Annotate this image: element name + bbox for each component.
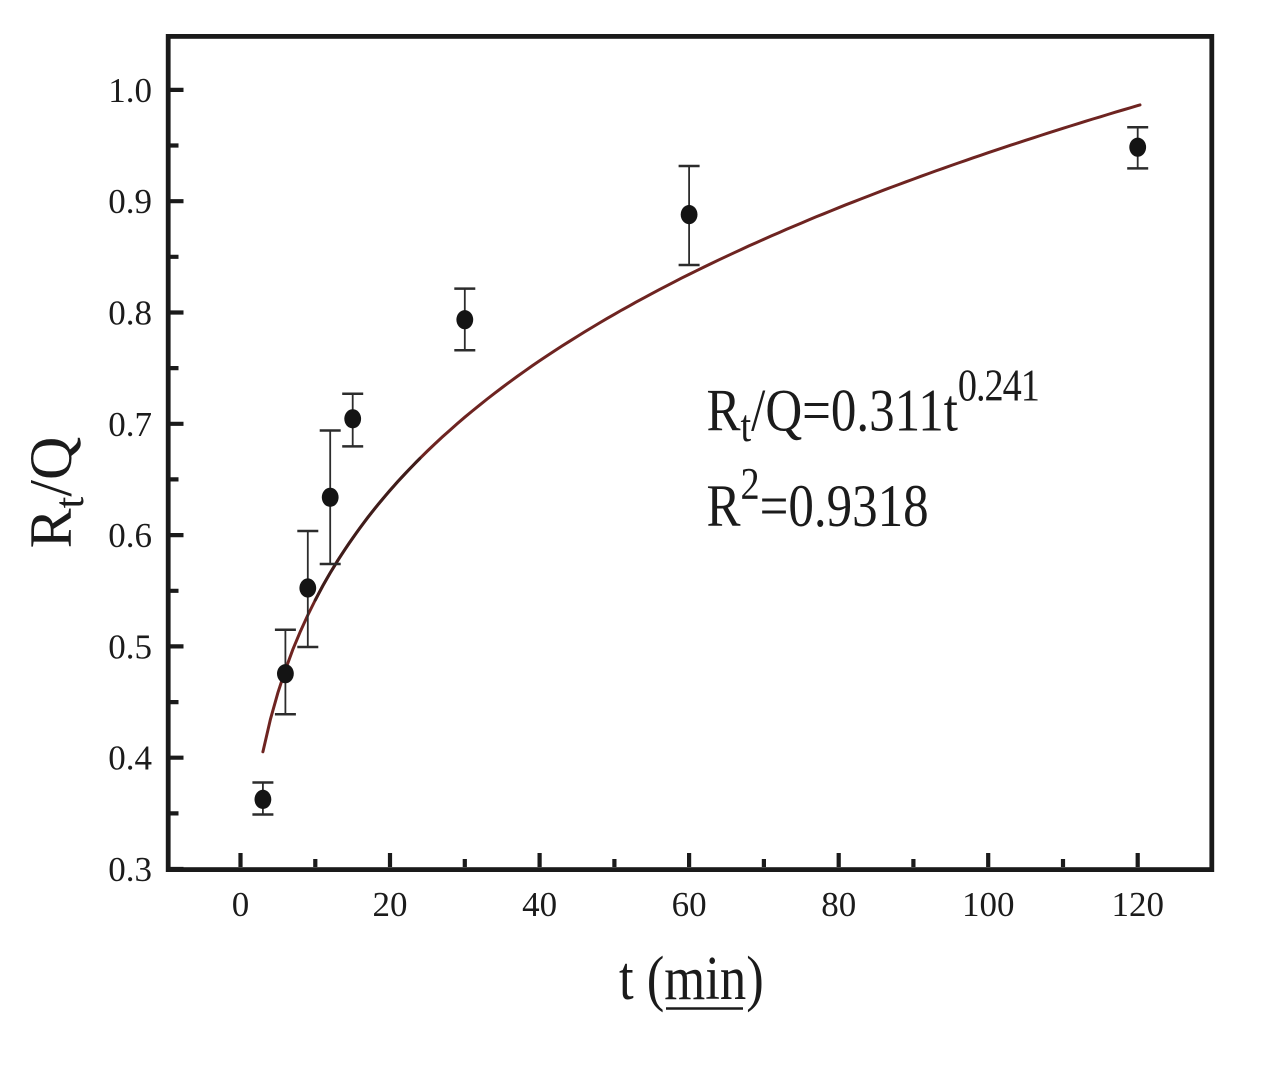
svg-text:0.9: 0.9 — [108, 182, 152, 221]
svg-text:60: 60 — [672, 885, 707, 924]
svg-text:1.0: 1.0 — [108, 71, 152, 110]
svg-text:t (min): t (min) — [619, 945, 764, 1013]
svg-text:40: 40 — [522, 885, 557, 924]
svg-text:0.7: 0.7 — [108, 405, 152, 444]
svg-text:100: 100 — [962, 885, 1015, 924]
svg-text:Rt/Q: Rt/Q — [18, 437, 93, 549]
svg-text:80: 80 — [821, 885, 856, 924]
svg-text:20: 20 — [373, 885, 408, 924]
svg-text:0.8: 0.8 — [108, 294, 152, 333]
svg-text:0: 0 — [232, 885, 250, 924]
svg-text:0.5: 0.5 — [108, 627, 152, 666]
svg-text:0.6: 0.6 — [108, 516, 152, 555]
svg-text:R2=0.9318: R2=0.9318 — [707, 460, 929, 540]
svg-text:0.3: 0.3 — [108, 850, 152, 889]
svg-text:120: 120 — [1111, 885, 1164, 924]
svg-text:0.4: 0.4 — [108, 739, 152, 778]
